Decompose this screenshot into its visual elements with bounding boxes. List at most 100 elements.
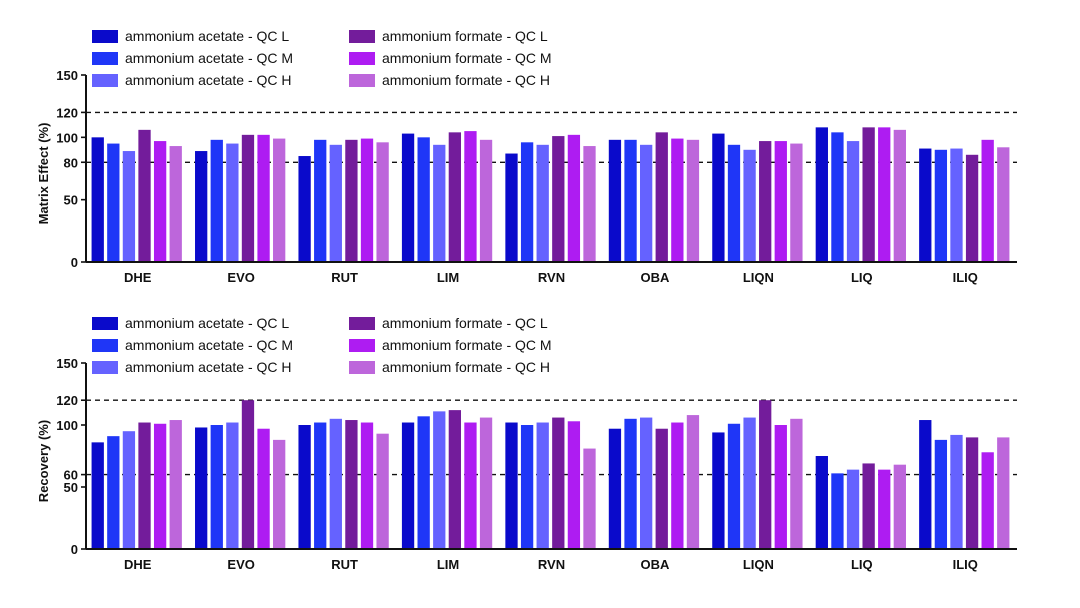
y-axis-label: Recovery (%) (36, 420, 51, 502)
category-label: RVN (538, 557, 565, 572)
bar (552, 417, 565, 549)
y-tick-label: 50 (64, 480, 78, 495)
bar (505, 422, 518, 549)
bar (376, 433, 389, 549)
bar (712, 133, 725, 262)
category-label: LIQ (851, 557, 873, 572)
bar (965, 154, 979, 262)
bar (273, 138, 286, 262)
bar (655, 132, 668, 262)
bar (997, 147, 1010, 262)
legend-label: ammonium formate - QC L (382, 28, 548, 44)
bar (257, 134, 270, 262)
bar (241, 400, 255, 549)
category-label: LIM (437, 557, 459, 572)
bar (639, 144, 653, 262)
y-tick-label: 60 (64, 468, 78, 483)
bar (257, 428, 270, 549)
legend-swatch (349, 317, 375, 330)
legend-label: ammonium acetate - QC L (125, 315, 289, 331)
y-tick-label: 100 (56, 130, 78, 145)
bar (878, 127, 891, 262)
bar (448, 132, 462, 262)
bar (712, 432, 725, 549)
bar (743, 149, 756, 262)
y-tick-label: 0 (71, 255, 78, 270)
bar (195, 151, 208, 262)
bar (624, 139, 637, 262)
legend-swatch (349, 361, 375, 374)
bar (567, 421, 581, 549)
bar (965, 437, 979, 549)
legend-swatch (92, 30, 118, 43)
y-tick-label: 120 (56, 393, 78, 408)
category-label: LIM (437, 270, 459, 285)
category-label: LIQN (743, 270, 774, 285)
bar (138, 129, 151, 262)
bar (815, 127, 828, 262)
bar (981, 452, 994, 549)
bar (950, 434, 963, 549)
bar (790, 418, 803, 549)
y-tick-label: 50 (64, 193, 78, 208)
bar (417, 137, 430, 262)
legend-label: ammonium acetate - QC H (125, 72, 292, 88)
category-label: EVO (227, 270, 254, 285)
bar (671, 422, 684, 549)
chart-2: ammonium acetate - QC L ammonium acetate … (36, 315, 1017, 572)
category-label: DHE (124, 557, 152, 572)
legend-swatch (92, 361, 118, 374)
bar (790, 143, 803, 262)
bar (624, 418, 637, 549)
bar (226, 143, 239, 262)
bar (608, 139, 622, 262)
bar (686, 415, 700, 549)
bar (862, 127, 875, 262)
bar (536, 422, 549, 549)
bar (138, 422, 151, 549)
bar (210, 425, 223, 549)
bar (505, 153, 518, 262)
bar (567, 134, 581, 262)
bar (743, 417, 756, 549)
bar (934, 149, 948, 262)
bar (686, 139, 700, 262)
bar (360, 422, 374, 549)
bar (169, 420, 182, 549)
category-label: OBA (640, 270, 670, 285)
bar (91, 442, 104, 549)
bar (727, 423, 741, 549)
y-axis-label: Matrix Effect (%) (36, 123, 51, 225)
category-label: RUT (331, 270, 358, 285)
bar (107, 436, 120, 549)
bar (846, 141, 860, 262)
category-label: OBA (640, 557, 670, 572)
category-label: DHE (124, 270, 152, 285)
bar (153, 423, 167, 549)
bar (448, 410, 462, 549)
bar (774, 141, 787, 262)
bar (298, 425, 311, 549)
legend-swatch (92, 317, 118, 330)
bar (464, 131, 477, 262)
bar (122, 431, 136, 549)
bar (401, 133, 415, 262)
y-tick-label: 150 (56, 356, 78, 371)
legend-swatch (349, 339, 375, 352)
category-label: LIQ (851, 270, 873, 285)
bar (831, 473, 844, 549)
bar (195, 427, 208, 549)
category-label: ILIQ (953, 557, 978, 572)
category-label: RUT (331, 557, 358, 572)
bar (298, 156, 311, 262)
bar (226, 422, 239, 549)
legend-label: ammonium formate - QC L (382, 315, 548, 331)
legend-swatch (92, 74, 118, 87)
bar (479, 139, 493, 262)
bar (893, 129, 906, 262)
bar (671, 138, 684, 262)
legend-label: ammonium formate - QC M (382, 50, 552, 66)
legend-label: ammonium formate - QC M (382, 337, 552, 353)
category-label: RVN (538, 270, 565, 285)
